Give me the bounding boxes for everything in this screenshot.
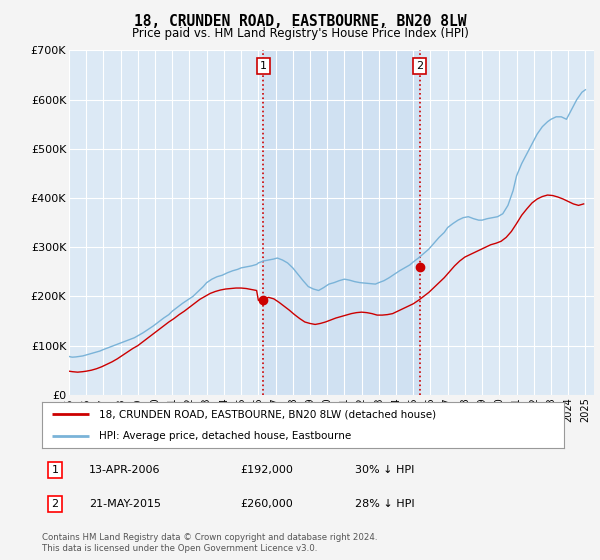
Text: Price paid vs. HM Land Registry's House Price Index (HPI): Price paid vs. HM Land Registry's House … [131, 27, 469, 40]
Text: 21-MAY-2015: 21-MAY-2015 [89, 500, 161, 509]
Text: 1: 1 [260, 61, 267, 71]
Text: 2: 2 [52, 500, 59, 509]
Bar [263, 50, 420, 395]
Text: 30% ↓ HPI: 30% ↓ HPI [355, 465, 415, 475]
Text: 28% ↓ HPI: 28% ↓ HPI [355, 500, 415, 509]
Text: 13-APR-2006: 13-APR-2006 [89, 465, 160, 475]
Text: £192,000: £192,000 [241, 465, 293, 475]
Text: Contains HM Land Registry data © Crown copyright and database right 2024.
This d: Contains HM Land Registry data © Crown c… [42, 533, 377, 553]
Text: 1: 1 [52, 465, 59, 475]
Text: 2: 2 [416, 61, 424, 71]
Text: 18, CRUNDEN ROAD, EASTBOURNE, BN20 8LW: 18, CRUNDEN ROAD, EASTBOURNE, BN20 8LW [134, 14, 466, 29]
Text: 18, CRUNDEN ROAD, EASTBOURNE, BN20 8LW (detached house): 18, CRUNDEN ROAD, EASTBOURNE, BN20 8LW (… [100, 409, 437, 419]
Text: HPI: Average price, detached house, Eastbourne: HPI: Average price, detached house, East… [100, 431, 352, 441]
Text: £260,000: £260,000 [241, 500, 293, 509]
